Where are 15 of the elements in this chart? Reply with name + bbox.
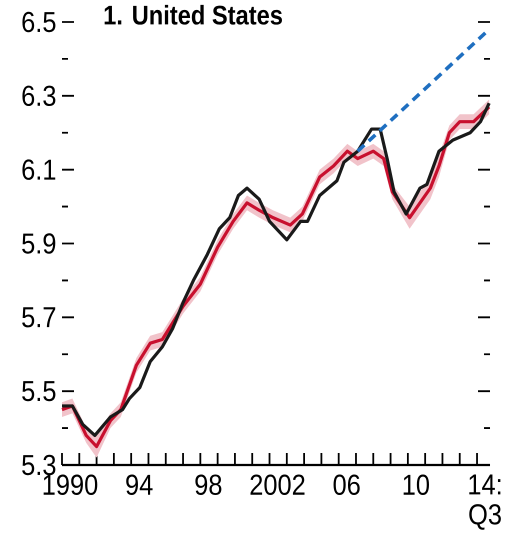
y-tick-label: 6.3 bbox=[22, 86, 56, 106]
x-tick-label: 94 bbox=[126, 474, 153, 495]
x-tick-label: 1990 bbox=[44, 474, 98, 495]
y-tick-label: 6.5 bbox=[22, 12, 56, 32]
x-tick-label: 98 bbox=[195, 474, 222, 495]
x-tick-label: 06 bbox=[334, 474, 360, 495]
y-tick-label: 6.1 bbox=[22, 159, 56, 180]
x-tick-label: 14: Q3 bbox=[469, 474, 501, 530]
x-tick-label: 10 bbox=[404, 474, 429, 495]
y-tick-label: 5.3 bbox=[22, 454, 56, 476]
y-tick-label: 5.5 bbox=[22, 381, 56, 402]
y-tick-label: 5.7 bbox=[22, 307, 56, 328]
chart-title: 1. United States bbox=[104, 4, 282, 25]
y-tick-label: 5.9 bbox=[22, 233, 56, 254]
x-tick-label: 2002 bbox=[250, 474, 305, 495]
